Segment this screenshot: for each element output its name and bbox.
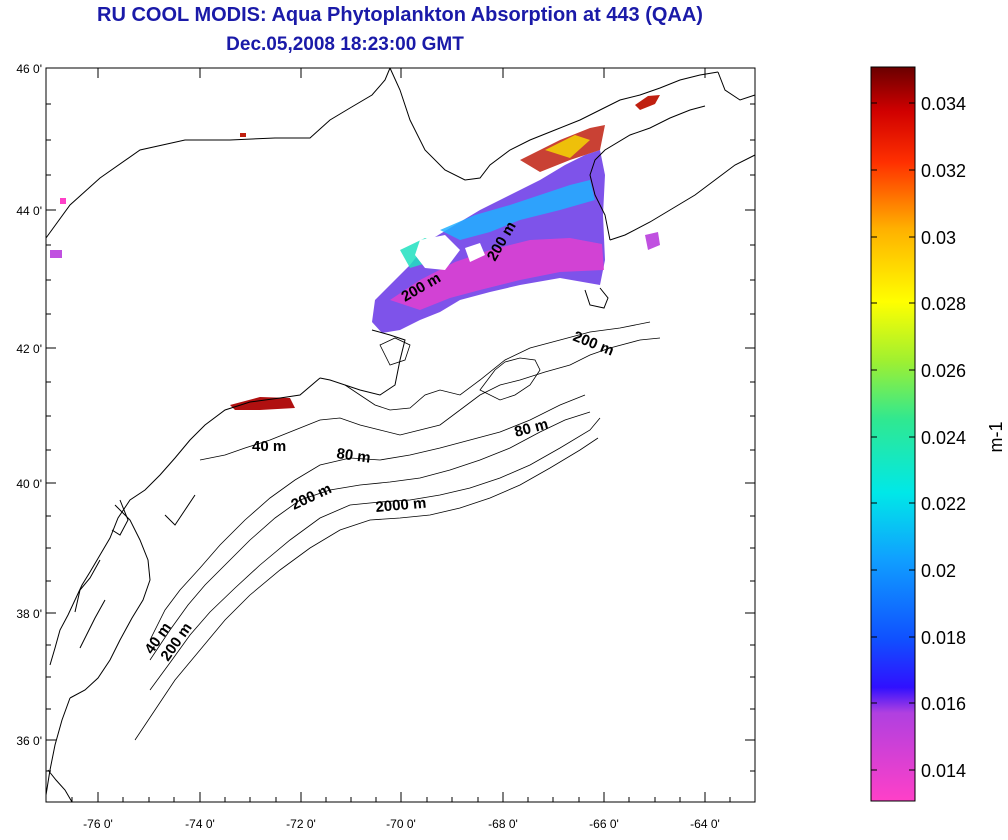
lat-tick-40: 40 0': [16, 477, 42, 491]
lon-tick-76: -76 0': [83, 817, 113, 831]
map-subtitle-date: Dec.05,2008 18:23:00 GMT: [226, 34, 464, 55]
colorbar-unit-label: m-1: [986, 422, 1006, 453]
colorbar-tick-002: 0.02: [921, 561, 956, 581]
bathymetry-contours: [134, 321, 661, 741]
phytoplankton-data-layer: [50, 95, 660, 410]
colorbar-tick-0016: 0.016: [921, 694, 966, 714]
colorbar-tick-0018: 0.018: [921, 628, 966, 648]
lat-tick-42: 42 0': [16, 342, 42, 356]
colorbar-tick-0014: 0.014: [921, 761, 966, 781]
lat-tick-46: 46 0': [16, 62, 42, 76]
lon-tick-74: -74 0': [185, 817, 215, 831]
lat-tick-38: 38 0': [16, 607, 42, 621]
latitude-axis: 46 0' 44 0' 42 0' 40 0' 38 0' 36 0': [16, 62, 755, 772]
colorbar-tick-0022: 0.022: [921, 494, 966, 514]
lon-tick-66: -66 0': [589, 817, 619, 831]
lat-tick-36: 36 0': [16, 734, 42, 748]
contour-label-80m-shelf: 80 m: [335, 445, 371, 467]
map-title: RU COOL MODIS: Aqua Phytoplankton Absorp…: [97, 4, 703, 26]
colorbar-tick-0032: 0.032: [921, 161, 966, 181]
contour-label-2000m: 2000 m: [375, 495, 427, 516]
lon-tick-70: -70 0': [386, 817, 416, 831]
lon-tick-68: -68 0': [488, 817, 518, 831]
lon-tick-72: -72 0': [286, 817, 316, 831]
colorbar-tick-003: 0.03: [921, 228, 956, 248]
colorbar-tick-0026: 0.026: [921, 361, 966, 381]
colorbar-tick-0034: 0.034: [921, 94, 966, 114]
colorbar-gradient: [870, 66, 916, 802]
colorbar-tick-0028: 0.028: [921, 294, 966, 314]
longitude-axis: -76 0' -74 0' -72 0' -70 0' -68 0' -66 0…: [71, 68, 731, 831]
colorbar: 0.034 0.032 0.03 0.028 0.026 0.024 0.022…: [870, 66, 1006, 802]
lat-tick-44: 44 0': [16, 204, 42, 218]
contour-label-40m-north: 40 m: [252, 438, 286, 455]
coastline-layer: [45, 67, 756, 803]
colorbar-tick-0024: 0.024: [921, 428, 966, 448]
lon-tick-64: -64 0': [690, 817, 720, 831]
